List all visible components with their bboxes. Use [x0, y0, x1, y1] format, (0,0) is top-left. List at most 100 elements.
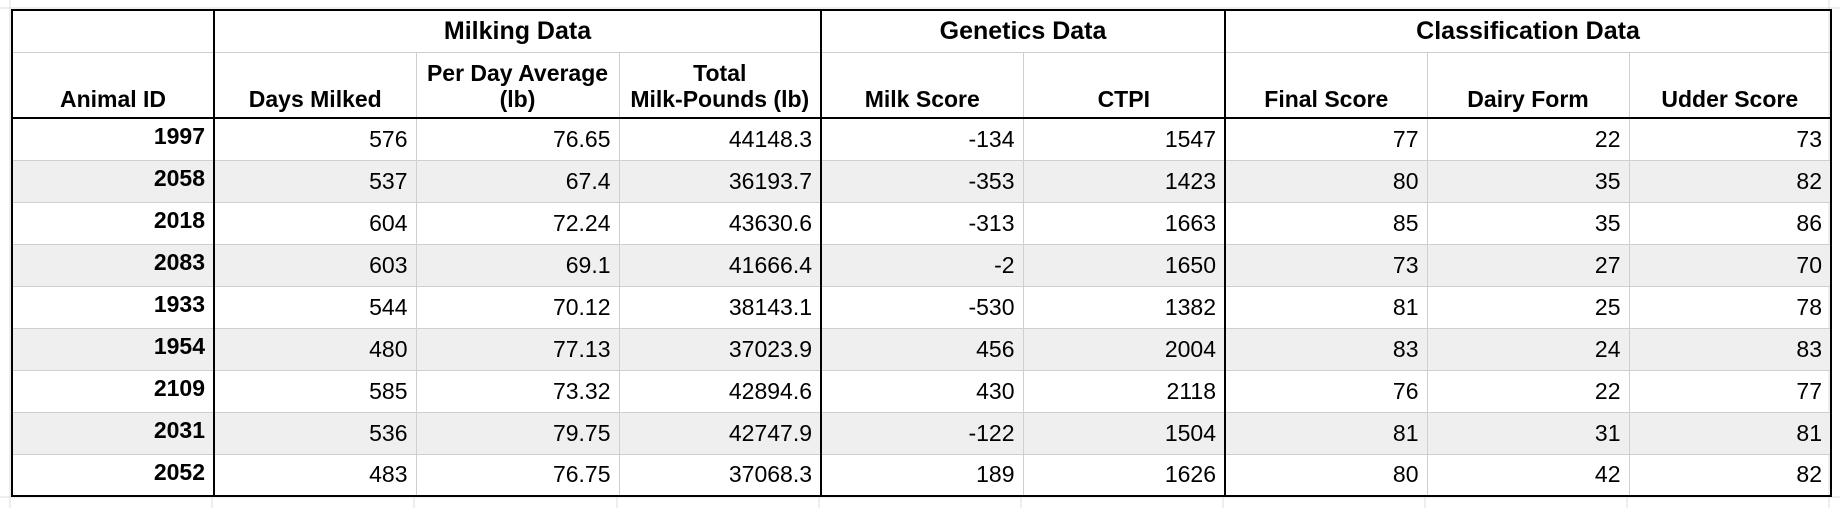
- ctpi-cell[interactable]: 1663: [1022, 201, 1226, 245]
- ctpi-cell[interactable]: 2118: [1022, 369, 1226, 413]
- final-score-cell[interactable]: 73: [1224, 243, 1428, 287]
- header-days-milked[interactable]: Days Milked: [213, 51, 417, 119]
- dairy-form-cell[interactable]: 22: [1426, 117, 1630, 161]
- days-milked-cell[interactable]: 537: [213, 159, 417, 203]
- table-row: 2109 585 73.32 42894.6 430 2118 76 22 77: [11, 369, 1833, 413]
- final-score-cell[interactable]: 81: [1224, 285, 1428, 329]
- per-day-average-cell[interactable]: 79.75: [415, 411, 620, 455]
- header-final-score[interactable]: Final Score: [1224, 51, 1428, 119]
- animal-id-cell[interactable]: 2052: [11, 453, 215, 497]
- days-milked-cell[interactable]: 536: [213, 411, 417, 455]
- udder-score-cell[interactable]: 81: [1628, 411, 1833, 455]
- final-score-cell[interactable]: 83: [1224, 327, 1428, 371]
- animal-id-cell[interactable]: 2031: [11, 411, 215, 455]
- udder-score-cell[interactable]: 77: [1628, 369, 1833, 413]
- per-day-average-cell[interactable]: 76.75: [415, 453, 620, 497]
- final-score-cell[interactable]: 81: [1224, 411, 1428, 455]
- udder-score-cell[interactable]: 82: [1628, 159, 1833, 203]
- udder-score-cell[interactable]: 86: [1628, 201, 1833, 245]
- per-day-average-cell[interactable]: 73.32: [415, 369, 620, 413]
- ctpi-cell[interactable]: 1547: [1022, 117, 1226, 161]
- group-header-milking[interactable]: Milking Data: [212, 9, 822, 53]
- header-per-day-average-line2: (lb): [499, 86, 536, 112]
- dairy-form-cell[interactable]: 35: [1426, 159, 1630, 203]
- milk-score-cell[interactable]: 430: [820, 369, 1024, 413]
- udder-score-cell[interactable]: 70: [1628, 243, 1833, 287]
- per-day-average-cell[interactable]: 69.1: [415, 243, 620, 287]
- dairy-form-cell[interactable]: 24: [1426, 327, 1630, 371]
- dairy-form-cell[interactable]: 42: [1426, 453, 1630, 497]
- dairy-form-cell[interactable]: 25: [1426, 285, 1630, 329]
- days-milked-cell[interactable]: 480: [213, 327, 417, 371]
- header-milk-score[interactable]: Milk Score: [820, 51, 1024, 119]
- per-day-average-cell[interactable]: 76.65: [415, 117, 620, 161]
- udder-score-cell[interactable]: 83: [1628, 327, 1833, 371]
- final-score-cell[interactable]: 76: [1224, 369, 1428, 413]
- ctpi-cell[interactable]: 1650: [1022, 243, 1226, 287]
- milk-score-cell[interactable]: 189: [820, 453, 1024, 497]
- group-header-milking-label: Milking Data: [443, 16, 592, 45]
- days-milked-cell[interactable]: 604: [213, 201, 417, 245]
- ctpi-cell[interactable]: 1423: [1022, 159, 1226, 203]
- group-header-empty-cell[interactable]: [11, 9, 215, 53]
- final-score-cell[interactable]: 77: [1224, 117, 1428, 161]
- group-header-classification[interactable]: Classification Data: [1224, 9, 1833, 53]
- total-milk-pounds-cell[interactable]: 43630.6: [618, 201, 822, 245]
- animal-id-cell[interactable]: 2058: [11, 159, 215, 203]
- total-milk-pounds-cell[interactable]: 44148.3: [618, 117, 822, 161]
- ctpi-cell[interactable]: 1626: [1022, 453, 1226, 497]
- milk-score-cell[interactable]: -2: [820, 243, 1024, 287]
- days-milked-cell[interactable]: 585: [213, 369, 417, 413]
- animal-id-cell[interactable]: 1933: [11, 285, 215, 329]
- total-milk-pounds-cell[interactable]: 38143.1: [618, 285, 822, 329]
- dairy-form-cell[interactable]: 22: [1426, 369, 1630, 413]
- udder-score-cell[interactable]: 82: [1628, 453, 1833, 497]
- dairy-form-cell[interactable]: 31: [1426, 411, 1630, 455]
- days-milked-cell[interactable]: 603: [213, 243, 417, 287]
- header-dairy-form[interactable]: Dairy Form: [1426, 51, 1630, 119]
- header-dairy-form-label: Dairy Form: [1467, 86, 1589, 112]
- ctpi-cell[interactable]: 2004: [1022, 327, 1226, 371]
- animal-id-cell[interactable]: 2083: [11, 243, 215, 287]
- total-milk-pounds-cell[interactable]: 42894.6: [618, 369, 822, 413]
- total-milk-pounds-cell[interactable]: 42747.9: [618, 411, 822, 455]
- final-score-cell[interactable]: 80: [1224, 159, 1428, 203]
- total-milk-pounds-cell[interactable]: 41666.4: [618, 243, 822, 287]
- milk-score-cell[interactable]: -313: [820, 201, 1024, 245]
- ctpi-cell[interactable]: 1504: [1022, 411, 1226, 455]
- milk-score-cell[interactable]: -134: [820, 117, 1024, 161]
- animal-id-cell[interactable]: 1997: [11, 117, 215, 161]
- days-milked-cell[interactable]: 483: [213, 453, 417, 497]
- udder-score-cell[interactable]: 73: [1628, 117, 1833, 161]
- animal-id-cell[interactable]: 1954: [11, 327, 215, 371]
- milk-score-cell[interactable]: -530: [820, 285, 1024, 329]
- header-udder-score[interactable]: Udder Score: [1628, 51, 1833, 119]
- days-milked-cell[interactable]: 576: [213, 117, 417, 161]
- per-day-average-cell[interactable]: 72.24: [415, 201, 620, 245]
- animal-id-cell[interactable]: 2018: [11, 201, 215, 245]
- header-total-milk-pounds[interactable]: Total Milk-Pounds (lb): [618, 51, 822, 119]
- final-score-cell[interactable]: 80: [1224, 453, 1428, 497]
- per-day-average-cell[interactable]: 67.4: [415, 159, 620, 203]
- udder-score-cell[interactable]: 78: [1628, 285, 1833, 329]
- per-day-average-cell[interactable]: 77.13: [415, 327, 620, 371]
- final-score-cell[interactable]: 85: [1224, 201, 1428, 245]
- milk-score-cell[interactable]: 456: [820, 327, 1024, 371]
- milk-score-cell[interactable]: -353: [820, 159, 1024, 203]
- total-milk-pounds-cell[interactable]: 36193.7: [618, 159, 822, 203]
- group-header-row: Milking Data Genetics Data Classificatio…: [11, 9, 1833, 53]
- header-per-day-average[interactable]: Per Day Average (lb): [415, 51, 620, 119]
- dairy-form-cell[interactable]: 27: [1426, 243, 1630, 287]
- group-header-classification-label: Classification Data: [1416, 16, 1640, 45]
- group-header-genetics[interactable]: Genetics Data: [820, 9, 1226, 53]
- total-milk-pounds-cell[interactable]: 37068.3: [618, 453, 822, 497]
- dairy-form-cell[interactable]: 35: [1426, 201, 1630, 245]
- total-milk-pounds-cell[interactable]: 37023.9: [618, 327, 822, 371]
- ctpi-cell[interactable]: 1382: [1022, 285, 1226, 329]
- header-animal-id[interactable]: Animal ID: [11, 51, 215, 119]
- animal-id-cell[interactable]: 2109: [11, 369, 215, 413]
- days-milked-cell[interactable]: 544: [213, 285, 417, 329]
- milk-score-cell[interactable]: -122: [820, 411, 1024, 455]
- header-ctpi[interactable]: CTPI: [1022, 51, 1226, 119]
- per-day-average-cell[interactable]: 70.12: [415, 285, 620, 329]
